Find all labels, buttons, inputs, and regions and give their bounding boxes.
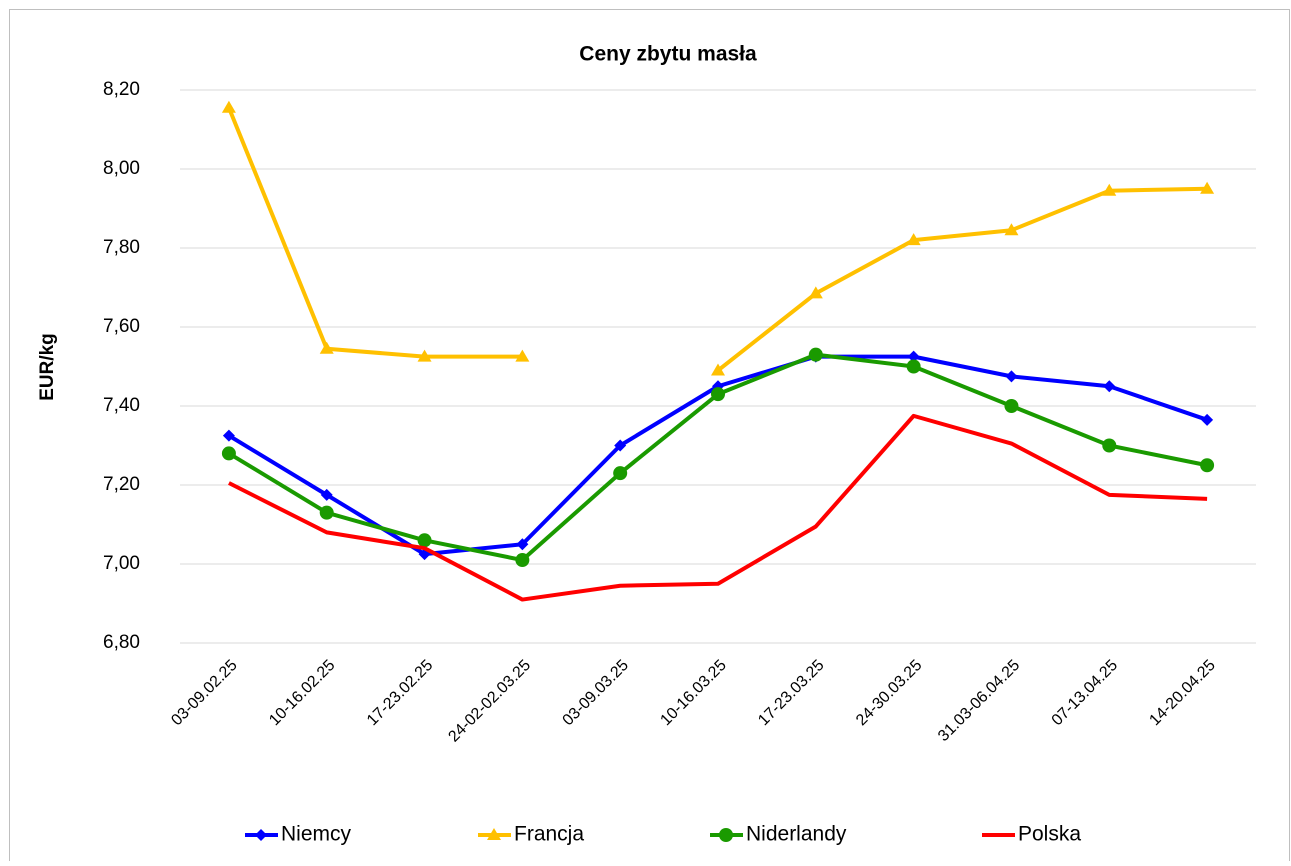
marker [719, 828, 733, 842]
legend-label: Francja [514, 823, 584, 846]
y-axis-label: EUR/kg [37, 333, 58, 401]
y-tick-label: 7,40 [103, 395, 140, 416]
marker [417, 533, 432, 548]
y-tick-label: 7,80 [103, 237, 140, 258]
marker [906, 359, 921, 374]
series-line [227, 107, 1208, 373]
marker [1004, 223, 1019, 236]
marker [808, 286, 823, 299]
y-tick-label: 6,80 [103, 632, 140, 653]
marker [1005, 370, 1018, 383]
marker [808, 347, 823, 362]
marker [221, 446, 236, 461]
marker [1201, 413, 1214, 426]
marker [711, 387, 725, 402]
y-tick-label: 8,20 [103, 79, 140, 100]
series-line [228, 413, 1208, 602]
y-tick-label: 7,60 [103, 316, 140, 337]
marker [255, 829, 267, 841]
y-tick-label: 8,00 [103, 158, 140, 179]
marker [906, 233, 921, 246]
legend-label: Niemcy [281, 823, 352, 846]
marker [222, 429, 235, 442]
marker [1102, 438, 1117, 453]
chart-frame [9, 9, 1290, 866]
marker [1200, 458, 1215, 473]
y-tick-label: 7,00 [103, 553, 140, 574]
marker [614, 439, 627, 452]
marker [515, 349, 530, 362]
marker [319, 341, 334, 354]
chart-title: Ceny zbytu masła [579, 43, 757, 66]
marker [221, 100, 236, 113]
y-tick-label: 7,20 [103, 474, 140, 495]
marker [515, 553, 530, 568]
marker [907, 350, 920, 363]
marker [1004, 399, 1019, 413]
marker [1103, 380, 1116, 393]
marker [487, 828, 501, 840]
marker [516, 538, 529, 551]
marker [1200, 181, 1215, 194]
marker [1102, 183, 1117, 196]
marker [319, 505, 334, 520]
legend-label: Niderlandy [746, 823, 847, 846]
marker [613, 466, 628, 481]
marker [417, 349, 432, 362]
marker [711, 363, 725, 376]
marker [320, 488, 333, 501]
legend-label: Polska [1018, 823, 1081, 846]
